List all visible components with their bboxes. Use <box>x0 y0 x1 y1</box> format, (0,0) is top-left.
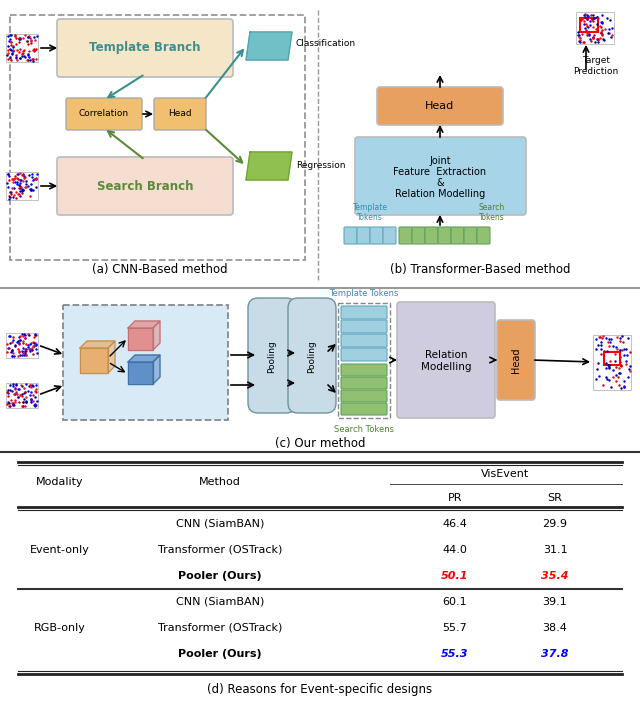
Polygon shape <box>246 32 292 60</box>
FancyBboxPatch shape <box>357 227 370 244</box>
FancyBboxPatch shape <box>341 390 387 402</box>
Text: 46.4: 46.4 <box>443 519 467 529</box>
Text: Template Branch: Template Branch <box>89 41 201 54</box>
Text: Joint: Joint <box>429 156 451 166</box>
Text: Template
Tokens: Template Tokens <box>353 202 387 222</box>
Bar <box>604 352 620 365</box>
Polygon shape <box>128 355 160 362</box>
Text: SR: SR <box>548 493 563 503</box>
Bar <box>6 34 38 62</box>
Text: 39.1: 39.1 <box>543 597 568 607</box>
FancyBboxPatch shape <box>288 298 336 413</box>
Text: (a) CNN-Based method: (a) CNN-Based method <box>92 264 228 277</box>
Text: Pooling: Pooling <box>268 340 276 373</box>
Text: (c) Our method: (c) Our method <box>275 436 365 450</box>
Text: Classification: Classification <box>296 39 356 49</box>
FancyBboxPatch shape <box>370 227 383 244</box>
Bar <box>6 383 38 408</box>
FancyBboxPatch shape <box>464 227 477 244</box>
Polygon shape <box>128 362 153 384</box>
Text: 38.4: 38.4 <box>543 623 568 633</box>
Bar <box>63 305 228 420</box>
FancyBboxPatch shape <box>355 137 526 215</box>
FancyBboxPatch shape <box>412 227 425 244</box>
Text: Modelling: Modelling <box>420 362 471 372</box>
Bar <box>593 335 631 390</box>
Text: Transformer (OSTrack): Transformer (OSTrack) <box>158 623 282 633</box>
FancyBboxPatch shape <box>341 348 387 361</box>
Text: CNN (SiamBAN): CNN (SiamBAN) <box>176 597 264 607</box>
Text: CNN (SiamBAN): CNN (SiamBAN) <box>176 519 264 529</box>
Text: Search
Tokens: Search Tokens <box>479 202 505 222</box>
Text: (d) Reasons for Event-specific designs: (d) Reasons for Event-specific designs <box>207 683 433 696</box>
FancyBboxPatch shape <box>425 227 438 244</box>
Bar <box>6 332 38 358</box>
Text: Modality: Modality <box>36 477 84 487</box>
FancyBboxPatch shape <box>66 98 142 130</box>
Text: VisEvent: VisEvent <box>481 469 529 479</box>
FancyBboxPatch shape <box>341 364 387 376</box>
Bar <box>576 12 614 44</box>
FancyBboxPatch shape <box>341 403 387 415</box>
FancyBboxPatch shape <box>57 157 233 215</box>
Text: Transformer (OSTrack): Transformer (OSTrack) <box>158 545 282 555</box>
FancyBboxPatch shape <box>341 377 387 389</box>
Text: (b) Transformer-Based method: (b) Transformer-Based method <box>390 264 570 277</box>
Polygon shape <box>153 321 160 350</box>
FancyBboxPatch shape <box>397 302 495 418</box>
Text: 44.0: 44.0 <box>443 545 467 555</box>
FancyBboxPatch shape <box>248 298 296 413</box>
FancyBboxPatch shape <box>477 227 490 244</box>
FancyBboxPatch shape <box>451 227 464 244</box>
Text: Pooler (Ours): Pooler (Ours) <box>178 649 262 659</box>
Text: Template Tokens: Template Tokens <box>330 289 399 298</box>
Polygon shape <box>153 355 160 384</box>
Text: &: & <box>436 178 444 188</box>
Text: 35.4: 35.4 <box>541 571 569 581</box>
FancyBboxPatch shape <box>341 306 387 319</box>
Text: Relation Modelling: Relation Modelling <box>395 189 485 199</box>
FancyBboxPatch shape <box>344 227 357 244</box>
Text: 37.8: 37.8 <box>541 649 569 659</box>
Polygon shape <box>108 341 115 373</box>
Bar <box>580 18 598 32</box>
FancyBboxPatch shape <box>341 334 387 347</box>
FancyBboxPatch shape <box>399 227 412 244</box>
Polygon shape <box>128 328 153 350</box>
FancyBboxPatch shape <box>383 227 396 244</box>
Text: Search Tokens: Search Tokens <box>334 425 394 434</box>
Text: Head: Head <box>511 347 521 373</box>
FancyBboxPatch shape <box>341 320 387 333</box>
Polygon shape <box>246 152 292 180</box>
FancyBboxPatch shape <box>497 320 535 400</box>
FancyBboxPatch shape <box>154 98 206 130</box>
Text: Pooler (Ours): Pooler (Ours) <box>178 571 262 581</box>
Text: 60.1: 60.1 <box>443 597 467 607</box>
Text: 31.1: 31.1 <box>543 545 567 555</box>
Text: Head: Head <box>168 109 192 119</box>
Text: Relation: Relation <box>425 350 467 360</box>
Polygon shape <box>80 348 108 373</box>
Text: 55.7: 55.7 <box>443 623 467 633</box>
Text: Method: Method <box>199 477 241 487</box>
Text: PR: PR <box>448 493 462 503</box>
FancyBboxPatch shape <box>438 227 451 244</box>
FancyBboxPatch shape <box>377 87 503 125</box>
Bar <box>6 172 38 200</box>
Text: Event-only: Event-only <box>30 545 90 555</box>
Polygon shape <box>128 321 160 328</box>
FancyBboxPatch shape <box>57 19 233 77</box>
Text: Regression: Regression <box>296 162 346 170</box>
Polygon shape <box>80 341 115 348</box>
Text: Correlation: Correlation <box>79 109 129 119</box>
Text: Pooling: Pooling <box>307 340 317 373</box>
Text: 55.3: 55.3 <box>441 649 468 659</box>
Text: Feature  Extraction: Feature Extraction <box>394 167 486 177</box>
Text: Target
Prediction: Target Prediction <box>573 56 619 76</box>
Text: Search Branch: Search Branch <box>97 179 193 192</box>
Text: RGB-only: RGB-only <box>34 623 86 633</box>
Text: 29.9: 29.9 <box>543 519 568 529</box>
Text: 50.1: 50.1 <box>441 571 468 581</box>
Text: Head: Head <box>426 101 454 111</box>
